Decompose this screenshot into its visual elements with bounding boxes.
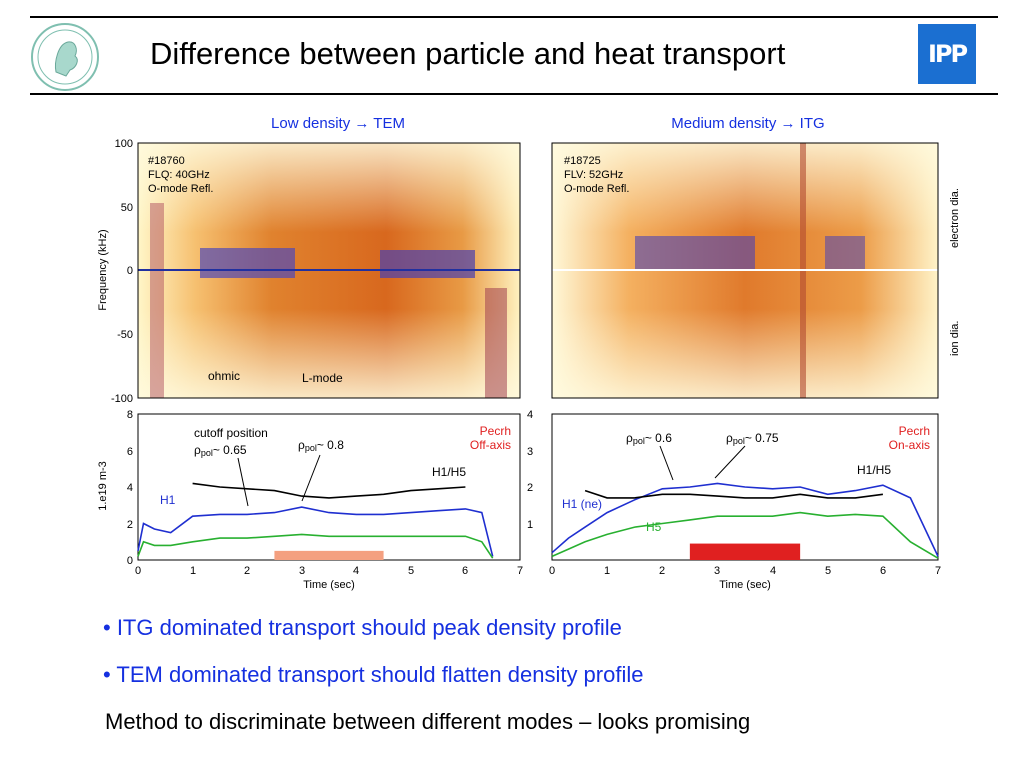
svg-text:3: 3 <box>299 565 305 577</box>
right-time-series <box>551 482 939 560</box>
svg-text:6: 6 <box>880 565 886 577</box>
left-time-axis: 0 1 2 3 4 5 6 7 Time (sec) <box>135 565 523 591</box>
right-panel-title: Medium density → ITG <box>671 115 824 132</box>
right-time-axis: 0 1 2 3 4 5 6 7 Time (sec) <box>549 565 941 591</box>
svg-text:1: 1 <box>604 565 610 577</box>
svg-text:1: 1 <box>190 565 196 577</box>
svg-text:5: 5 <box>408 565 414 577</box>
right-pecrh-location: On-axis <box>889 438 930 452</box>
svg-text:5: 5 <box>825 565 831 577</box>
max-planck-logo <box>31 23 99 91</box>
rho-08: ρpol~ 0.8 <box>298 438 344 453</box>
frequency-axis-label: Frequency (kHz) <box>97 229 109 310</box>
svg-text:4: 4 <box>127 482 133 494</box>
right-time-label: Time (sec) <box>719 579 771 591</box>
density-axis-label: 1.e19 m-3 <box>97 461 109 511</box>
conclusion-text: Method to discriminate between different… <box>105 709 751 734</box>
right-series-1 <box>551 482 939 557</box>
svg-text:0: 0 <box>549 565 555 577</box>
label-lmode: L-mode <box>302 371 343 385</box>
svg-text:-100: -100 <box>111 393 133 405</box>
frequency-axis: 100 50 0 -50 -100 Frequency (kHz) <box>97 138 133 405</box>
svg-text:8: 8 <box>127 409 133 421</box>
left-series-2 <box>192 482 466 499</box>
right-channel: FLV: 52GHz <box>564 169 623 181</box>
svg-text:4: 4 <box>353 565 359 577</box>
left-shot-number: #18760 <box>148 155 185 167</box>
right-spectrogram: #18725 FLV: 52GHz O-mode Refl. electron … <box>551 142 961 399</box>
svg-text:7: 7 <box>517 565 523 577</box>
left-time-label: Time (sec) <box>303 579 355 591</box>
label-ion-dia: ion dia. <box>949 321 961 356</box>
ipp-logo: IPP <box>918 24 976 84</box>
svg-text:-50: -50 <box>117 329 133 341</box>
top-rule <box>30 16 998 18</box>
right-pecrh-label: Pecrh <box>899 424 930 438</box>
svg-text:100: 100 <box>115 138 133 150</box>
cutoff-label: cutoff position <box>194 426 268 440</box>
left-time-series <box>137 482 494 560</box>
left-h1-label: H1 <box>160 493 176 507</box>
left-h1h5-label: H1/H5 <box>432 465 466 479</box>
page-title: Difference between particle and heat tra… <box>150 36 786 71</box>
left-spectrogram: #18760 FLQ: 40GHz O-mode Refl. ohmic L-m… <box>137 142 521 399</box>
rho-065: ρpol~ 0.65 <box>194 443 247 458</box>
left-panel-title: Low density → TEM <box>271 115 405 132</box>
rho-075: ρpol~ 0.75 <box>726 431 779 446</box>
left-annotations: cutoff position ρpol~ 0.65 ρpol~ 0.8 Pec… <box>160 424 511 507</box>
left-channel: FLQ: 40GHz <box>148 169 210 181</box>
svg-text:2: 2 <box>527 482 533 494</box>
label-electron-dia: electron dia. <box>949 188 961 248</box>
density-axis: 8 6 4 2 0 1.e19 m-3 <box>97 409 133 567</box>
figure: Low density → TEM Medium density → ITG #… <box>97 115 961 591</box>
svg-text:1: 1 <box>527 519 533 531</box>
svg-text:2: 2 <box>659 565 665 577</box>
right-series-3 <box>551 511 939 559</box>
right-h1-label: H1 (ne) <box>562 497 602 511</box>
svg-text:4: 4 <box>527 409 533 421</box>
svg-text:2: 2 <box>244 565 250 577</box>
svg-text:6: 6 <box>127 446 133 458</box>
left-pecrh-label: Pecrh <box>480 424 511 438</box>
right-mode: O-mode Refl. <box>564 183 629 195</box>
svg-text:0: 0 <box>127 555 133 567</box>
bullet-itg: • ITG dominated transport should peak de… <box>103 615 622 640</box>
svg-text:3: 3 <box>714 565 720 577</box>
svg-text:4: 4 <box>770 565 776 577</box>
left-series-3 <box>137 533 494 559</box>
secondary-axis: 4 3 2 1 <box>527 409 533 531</box>
right-series-2 <box>584 489 884 499</box>
svg-text:50: 50 <box>121 202 133 214</box>
label-ohmic: ohmic <box>208 369 240 383</box>
right-h5-label: H5 <box>646 520 662 534</box>
left-mode: O-mode Refl. <box>148 183 213 195</box>
svg-text:2: 2 <box>127 519 133 531</box>
bullet-tem: • TEM dominated transport should flatten… <box>103 662 644 687</box>
left-series-1 <box>137 506 494 557</box>
svg-text:7: 7 <box>935 565 941 577</box>
rho-06: ρpol~ 0.6 <box>626 431 672 446</box>
left-pecrh-bar <box>274 550 384 560</box>
svg-text:6: 6 <box>462 565 468 577</box>
header-rule <box>30 93 998 95</box>
right-pecrh-bar <box>689 543 801 560</box>
svg-text:0: 0 <box>127 265 133 277</box>
svg-text:3: 3 <box>527 446 533 458</box>
left-pecrh-location: Off-axis <box>470 438 511 452</box>
right-h1h5-label: H1/H5 <box>857 463 891 477</box>
right-annotations: ρpol~ 0.6 ρpol~ 0.75 Pecrh On-axis H1/H5… <box>562 424 930 534</box>
svg-text:0: 0 <box>135 565 141 577</box>
right-shot-number: #18725 <box>564 155 601 167</box>
